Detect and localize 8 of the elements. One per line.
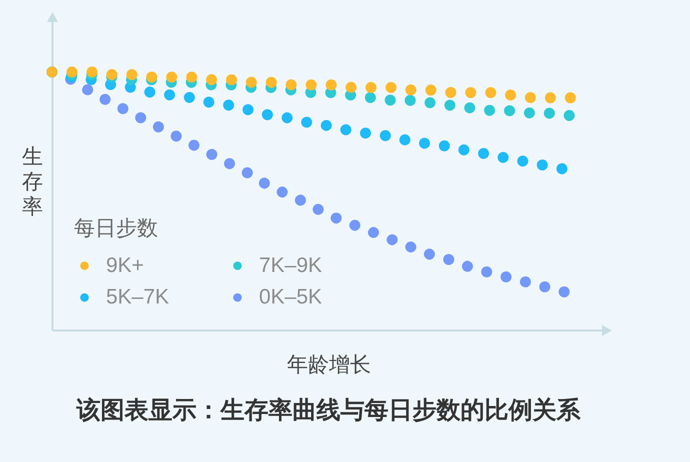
legend-label: 5K–7K (106, 286, 170, 308)
x-axis-title: 年龄增长 (287, 354, 371, 376)
y-axis-title: 生存率 (22, 146, 43, 218)
text: 该图表显示：生存率曲线与每日步数的比例关系 (76, 397, 582, 424)
legend-label: 9K+ (106, 254, 144, 277)
legend-label: 0K–5K (259, 286, 322, 308)
legend-label: 7K–9K (259, 254, 322, 277)
legend-title: 每日步数 (74, 217, 158, 240)
